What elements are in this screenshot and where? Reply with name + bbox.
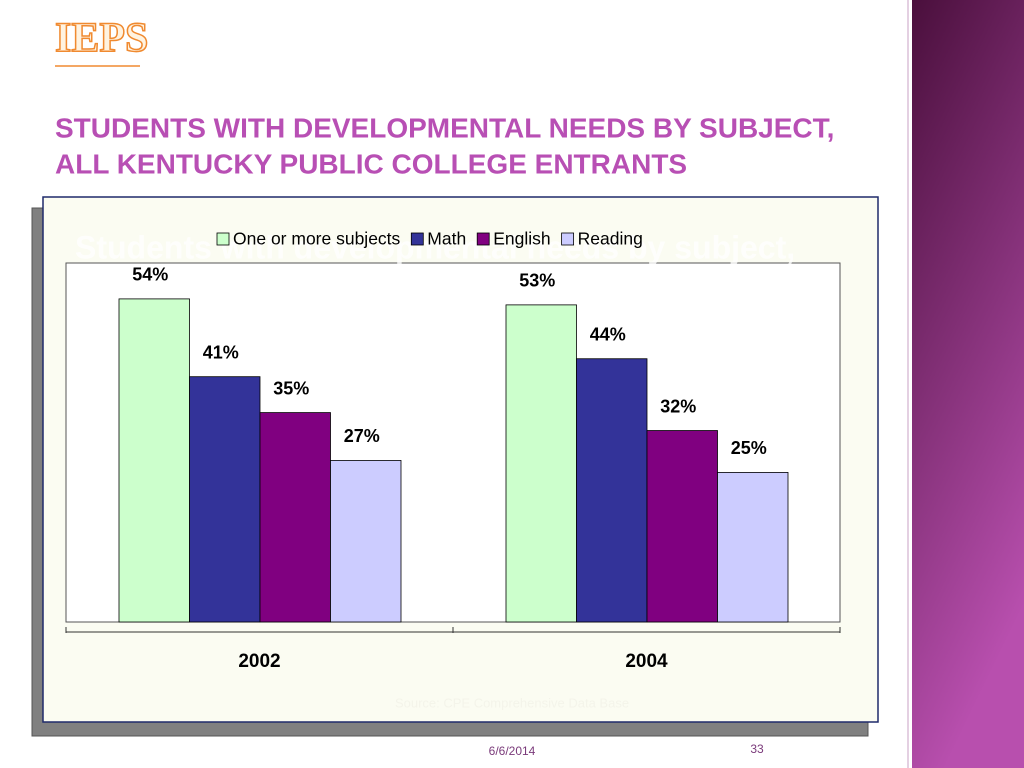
legend-label: Reading: [578, 229, 643, 249]
bar: [717, 472, 789, 623]
bar: [330, 460, 402, 623]
x-tick-label: 2004: [625, 651, 668, 672]
side-band: [912, 0, 1024, 768]
logo: IEPS: [55, 16, 148, 62]
source-note: Source: CPE Comprehensive Data Base: [395, 695, 629, 710]
legend-swatch: [410, 232, 424, 246]
legend-swatch: [561, 232, 575, 246]
x-tick-label: 2002: [238, 651, 280, 672]
value-label: 25%: [731, 438, 767, 458]
value-label: 35%: [273, 378, 309, 398]
legend-swatch: [216, 232, 230, 246]
bar: [259, 412, 331, 623]
value-label: 27%: [344, 426, 380, 446]
value-label: 44%: [590, 324, 626, 344]
legend-label: English: [493, 229, 550, 249]
bar: [189, 376, 261, 623]
value-label: 54%: [132, 265, 168, 285]
bar: [576, 358, 648, 623]
footer-date: 6/6/2014: [489, 744, 536, 758]
legend-swatch: [476, 232, 490, 246]
legend-label: One or more subjects: [233, 229, 401, 249]
overlay-title: Students with developmental needs by sub…: [75, 229, 795, 265]
legend-label: Math: [427, 229, 466, 249]
value-label: 53%: [519, 271, 555, 291]
slide-title: STUDENTS WITH DEVELOPMENTAL NEEDS BY SUB…: [55, 112, 834, 143]
slide-title: ALL KENTUCKY PUBLIC COLLEGE ENTRANTS: [55, 148, 687, 179]
bar: [646, 430, 718, 623]
bar: [505, 304, 577, 623]
bar: [118, 298, 190, 623]
page-number: 33: [750, 742, 764, 756]
value-label: 41%: [203, 342, 239, 362]
value-label: 32%: [660, 396, 696, 416]
